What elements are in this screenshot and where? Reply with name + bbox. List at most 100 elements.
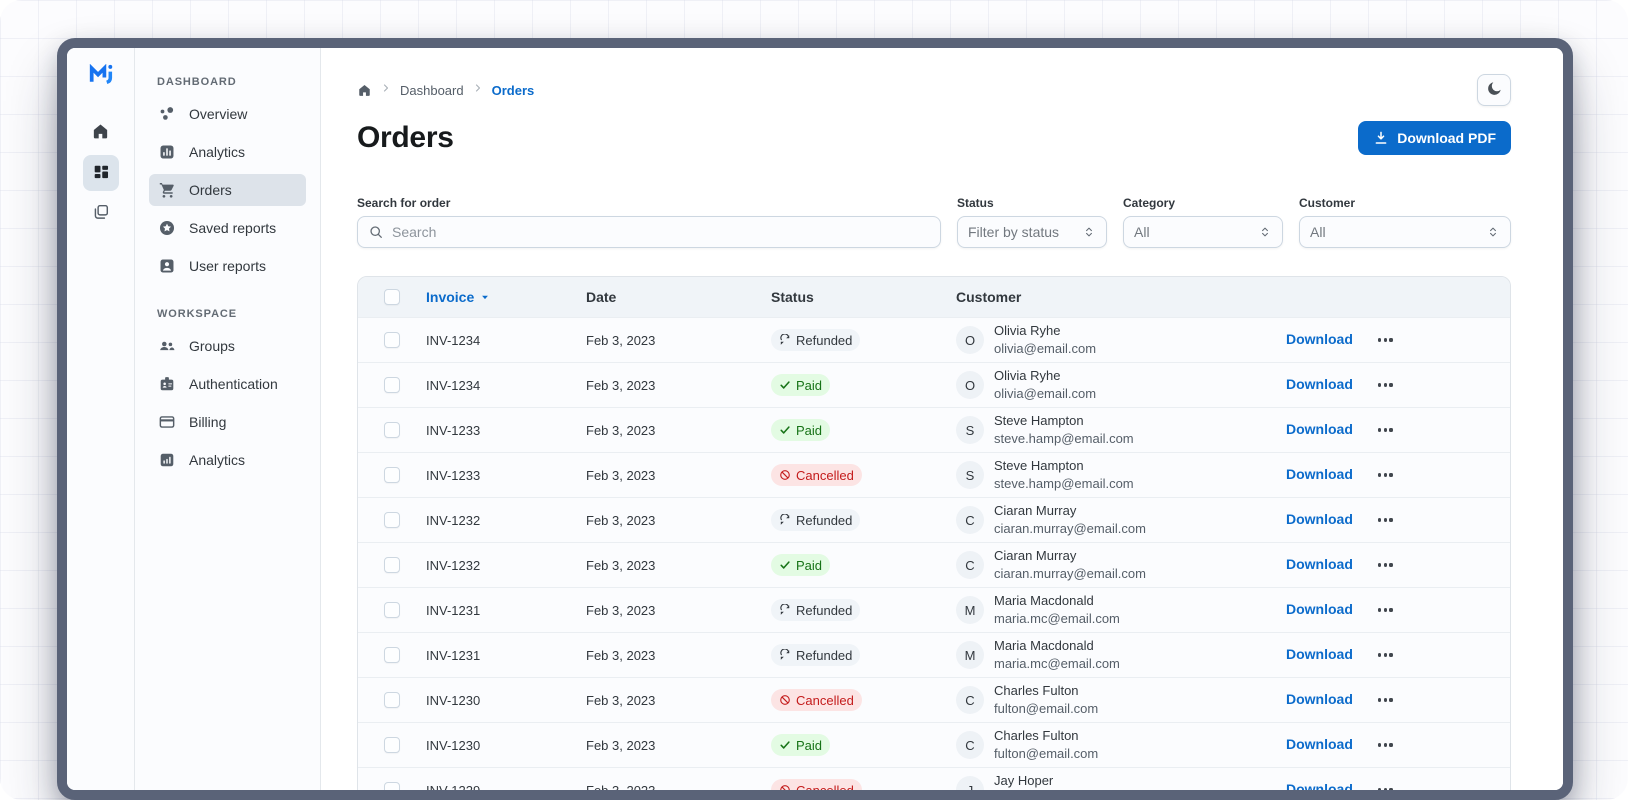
invoice-cell: INV-1230 (426, 692, 481, 708)
row-actions-button[interactable] (1376, 692, 1395, 707)
row-checkbox[interactable] (384, 737, 400, 753)
status-label: Paid (796, 422, 823, 438)
row-checkbox[interactable] (384, 512, 400, 528)
customer-email: fulton@email.com (994, 746, 1099, 761)
user-card-icon (157, 256, 177, 276)
moon-icon (1486, 80, 1503, 100)
analytics-square-icon (157, 142, 177, 162)
orders-table: Invoice Date Status Customer INV-1234 Feb… (357, 276, 1511, 790)
filter-search: Search for order (357, 196, 941, 248)
download-link[interactable]: Download (1286, 331, 1353, 347)
breadcrumb-home-icon[interactable] (357, 83, 372, 98)
row-checkbox[interactable] (384, 467, 400, 483)
sidebar-item-label: Saved reports (189, 220, 277, 236)
download-link[interactable]: Download (1286, 376, 1353, 392)
color-mode-toggle-button[interactable] (1477, 74, 1511, 106)
row-actions-button[interactable] (1376, 422, 1395, 437)
row-checkbox[interactable] (384, 332, 400, 348)
row-actions-button[interactable] (1376, 782, 1395, 790)
download-link[interactable]: Download (1286, 646, 1353, 662)
row-actions-button[interactable] (1376, 377, 1395, 392)
download-link[interactable]: Download (1286, 736, 1353, 752)
sidebar-item-orders[interactable]: Orders (149, 174, 306, 206)
autorenew-icon (779, 604, 791, 616)
customer-cell: M Maria Macdonald maria.mc@email.com (956, 592, 1286, 627)
row-actions-button[interactable] (1376, 602, 1395, 617)
category-select[interactable]: All (1123, 216, 1283, 248)
status-badge: Refunded (771, 329, 861, 351)
sidebar-item-overview[interactable]: Overview (149, 98, 306, 130)
avatar: S (956, 461, 984, 489)
download-pdf-button[interactable]: Download PDF (1358, 121, 1511, 155)
row-checkbox[interactable] (384, 782, 400, 790)
rail-pages-button[interactable] (83, 195, 119, 231)
row-actions-button[interactable] (1376, 332, 1395, 347)
row-checkbox[interactable] (384, 557, 400, 573)
sidebar-item-analytics[interactable]: Analytics (149, 136, 306, 168)
groups-icon (157, 336, 177, 356)
status-badge: Paid (771, 734, 831, 756)
date-cell: Feb 3, 2023 (586, 557, 656, 573)
invoice-cell: INV-1234 (426, 377, 481, 393)
customer-cell: C Ciaran Murray ciaran.murray@email.com (956, 547, 1286, 582)
customer-email: olivia@email.com (994, 386, 1097, 401)
table-row: INV-1230 Feb 3, 2023 Cancelled C Charles Ful… (358, 677, 1510, 722)
row-actions-button[interactable] (1376, 512, 1395, 527)
customer-select[interactable]: All (1299, 216, 1511, 248)
invoice-cell: INV-1233 (426, 422, 481, 438)
download-link[interactable]: Download (1286, 691, 1353, 707)
row-actions-button[interactable] (1376, 647, 1395, 662)
download-link[interactable]: Download (1286, 511, 1353, 527)
breadcrumb-dashboard[interactable]: Dashboard (400, 82, 464, 98)
table-row: INV-1233 Feb 3, 2023 Cancelled S Steve Hampt… (358, 452, 1510, 497)
column-header-date: Date (586, 289, 617, 305)
status-label: Cancelled (796, 692, 854, 708)
sidebar-item-groups[interactable]: Groups (149, 330, 306, 362)
row-checkbox[interactable] (384, 692, 400, 708)
customer-name: Ciaran Murray (994, 503, 1077, 519)
sidebar-item-user-reports[interactable]: User reports (149, 250, 306, 282)
customer-cell: C Charles Fulton fulton@email.com (956, 727, 1286, 762)
download-link[interactable]: Download (1286, 556, 1353, 572)
row-actions-button[interactable] (1376, 557, 1395, 572)
row-checkbox[interactable] (384, 377, 400, 393)
window-scrollbar[interactable] (1566, 53, 1571, 75)
download-link[interactable]: Download (1286, 601, 1353, 617)
row-checkbox[interactable] (384, 602, 400, 618)
sidebar-item-authentication[interactable]: Authentication (149, 368, 306, 400)
sidebar-item-label: Authentication (189, 376, 278, 392)
row-checkbox[interactable] (384, 647, 400, 663)
autorenew-icon (779, 649, 791, 661)
search-text-field[interactable] (392, 224, 930, 240)
avatar: C (956, 686, 984, 714)
row-actions-button[interactable] (1376, 737, 1395, 752)
table-row: INV-1231 Feb 3, 2023 Refunded M Maria Macdon… (358, 632, 1510, 677)
status-label: Cancelled (796, 782, 854, 791)
shopping-cart-icon (157, 180, 177, 200)
customer-cell: O Olivia Ryhe olivia@email.com (956, 322, 1286, 357)
sidebar-item-analytics[interactable]: Analytics (149, 444, 306, 476)
sidebar-item-billing[interactable]: Billing (149, 406, 306, 438)
topbar: Dashboard Orders (357, 74, 1511, 106)
mui-logo (88, 63, 114, 91)
status-select[interactable]: Filter by status (957, 216, 1107, 248)
status-badge: Refunded (771, 644, 861, 666)
column-header-invoice[interactable]: Invoice (426, 289, 586, 305)
download-link[interactable]: Download (1286, 781, 1353, 790)
row-checkbox[interactable] (384, 422, 400, 438)
sidebar-item-saved-reports[interactable]: Saved reports (149, 212, 306, 244)
block-icon (779, 694, 791, 706)
select-all-checkbox[interactable] (384, 289, 400, 305)
download-link[interactable]: Download (1286, 466, 1353, 482)
rail-home-button[interactable] (83, 115, 119, 151)
search-input[interactable] (357, 216, 941, 248)
rail-dashboard-button[interactable] (82, 155, 119, 191)
bubble-chart-icon (157, 104, 177, 124)
check-icon (779, 739, 791, 751)
row-actions-button[interactable] (1376, 467, 1395, 482)
status-label: Paid (796, 557, 823, 573)
status-label: Paid (796, 377, 823, 393)
download-link[interactable]: Download (1286, 421, 1353, 437)
chevron-right-icon (380, 81, 392, 99)
